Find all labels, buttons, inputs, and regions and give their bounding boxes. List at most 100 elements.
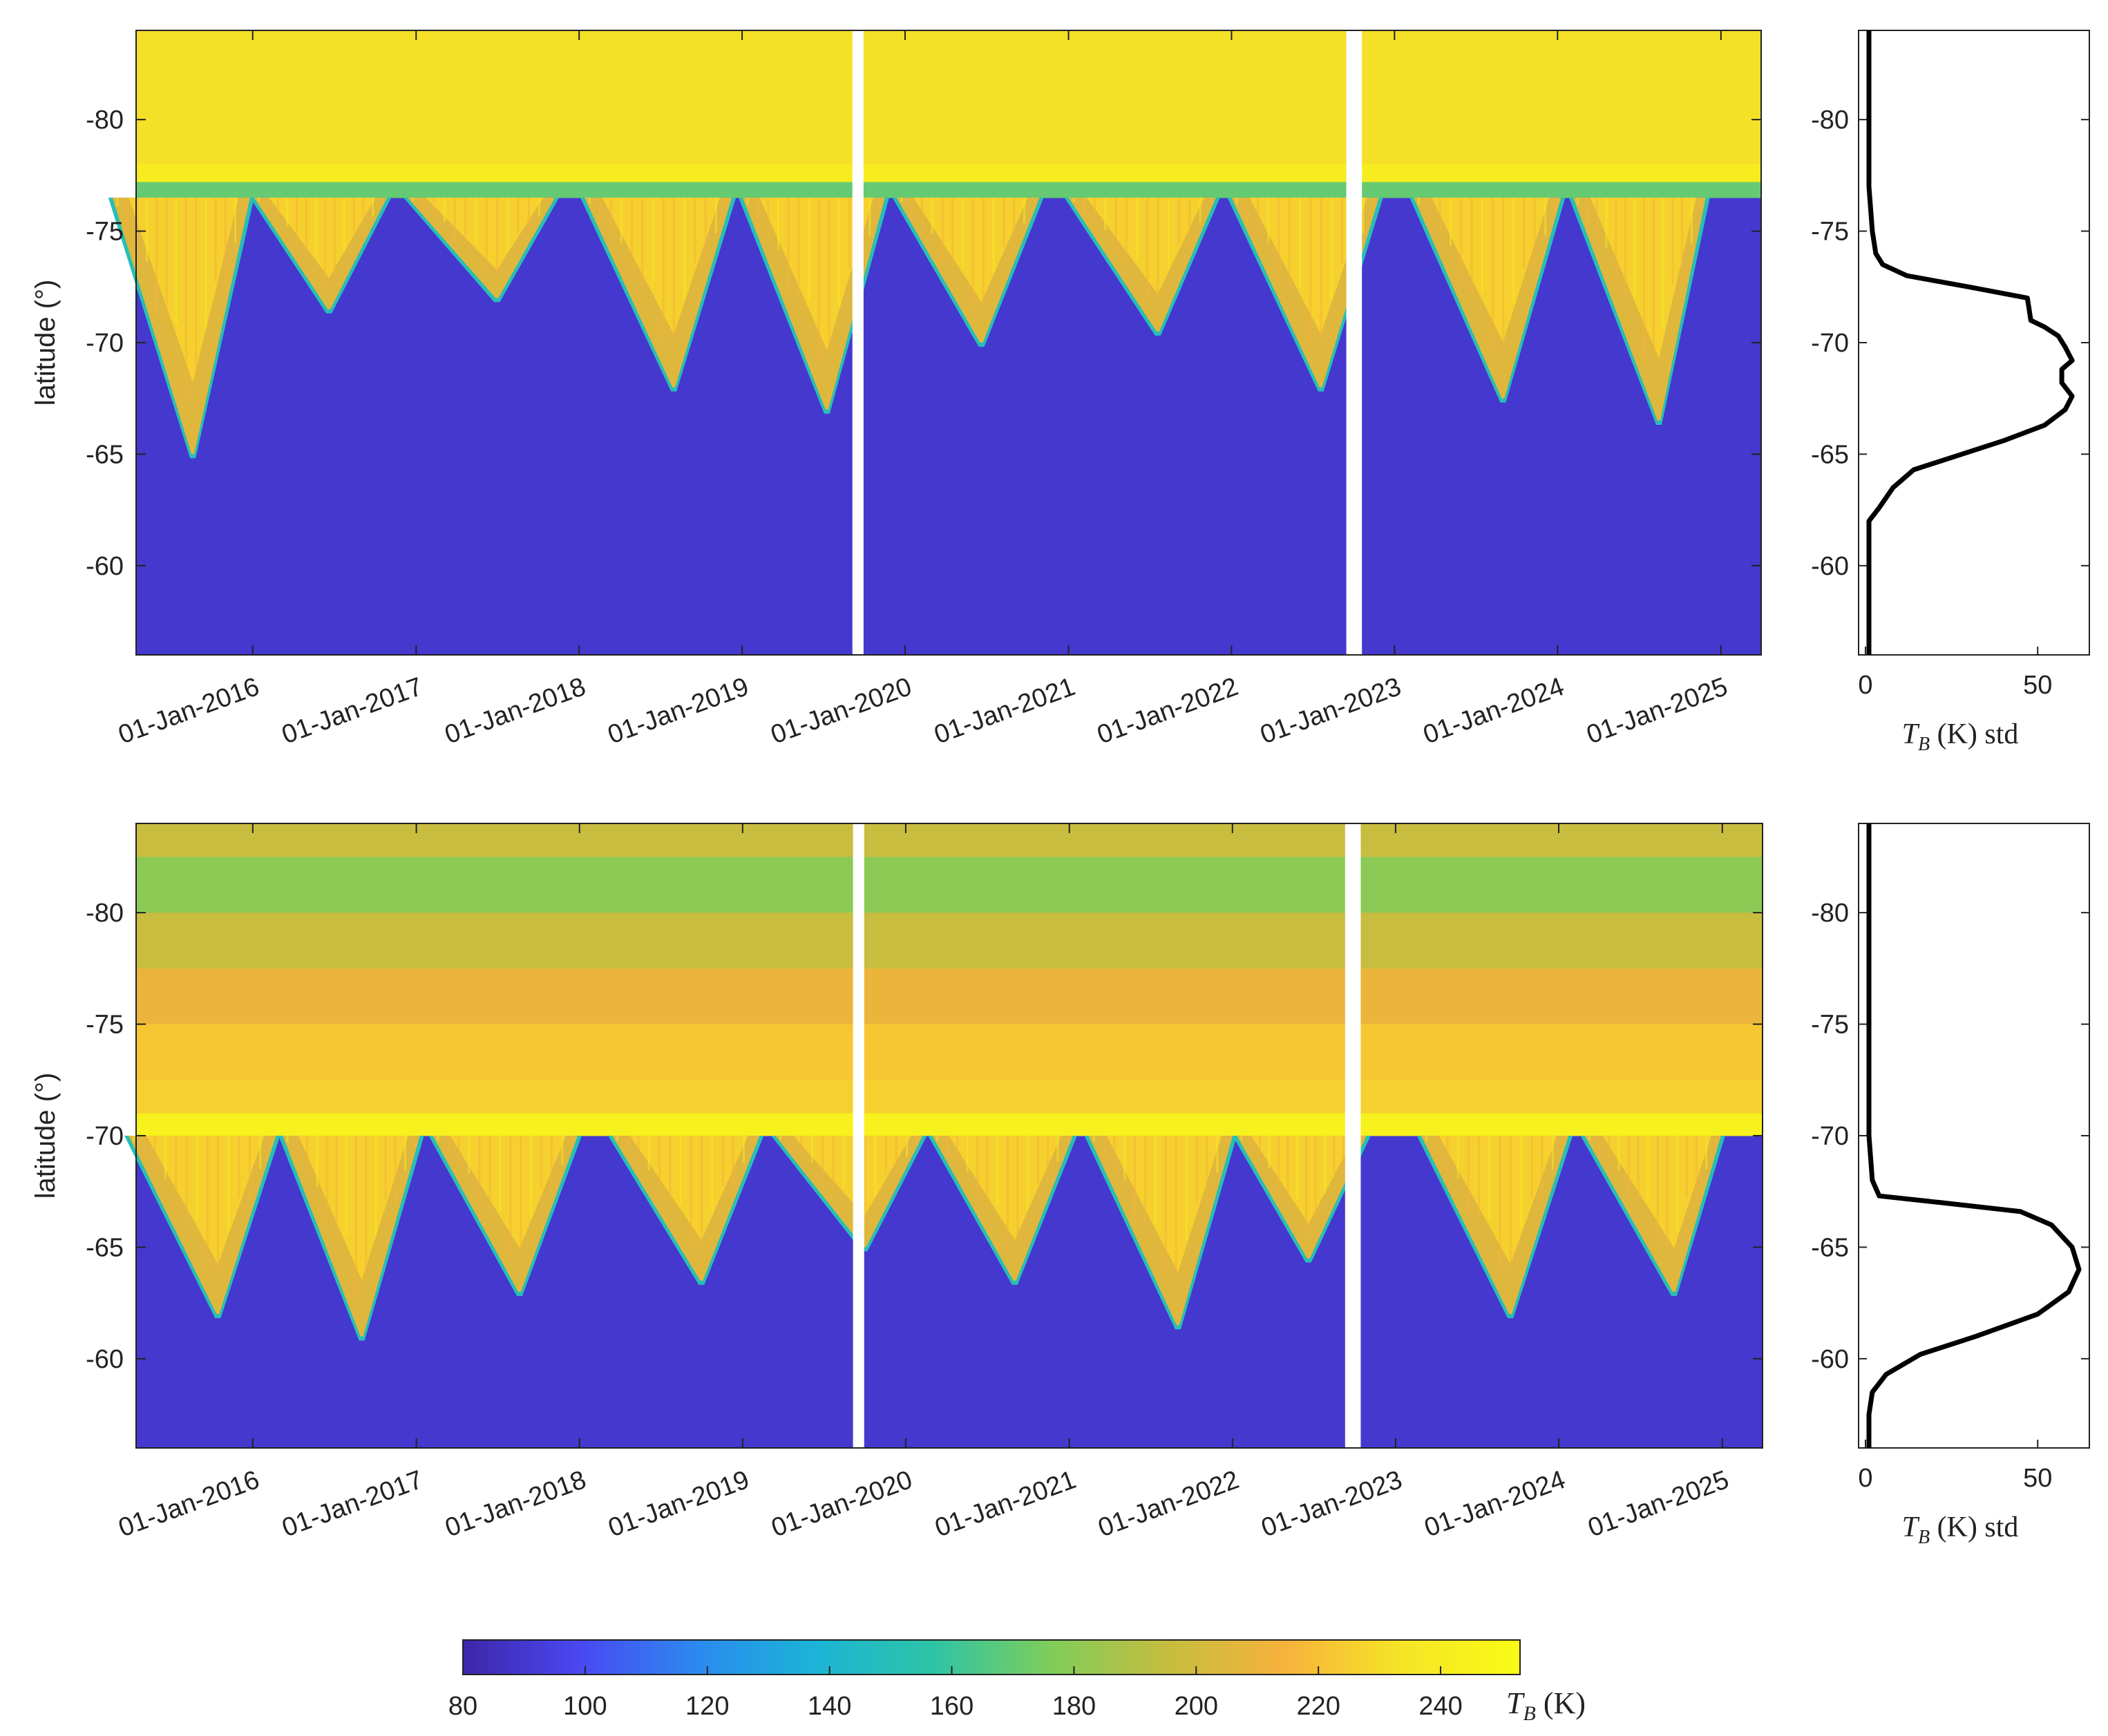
x-tick-label: 01-Jan-2017 <box>278 672 426 750</box>
heatmap-band <box>136 823 1763 857</box>
colorbar-tick-label: 100 <box>563 1692 607 1721</box>
profile-x-axis-label: TB (K) std <box>1902 1511 2019 1548</box>
profile-y-tick-label: -70 <box>1811 329 1849 358</box>
x-tick-label: 01-Jan-2021 <box>931 672 1079 750</box>
seasonal-wedge <box>428 1136 582 1296</box>
y-tick-label: -65 <box>86 1233 124 1262</box>
heatmap-band <box>136 1024 1763 1080</box>
seasonal-wedge <box>892 198 1044 347</box>
profile-y-tick-label: -60 <box>1811 552 1849 581</box>
profile-std-line <box>1866 30 2075 655</box>
y-tick-label: -65 <box>86 440 124 469</box>
x-tick-label: 01-Jan-2019 <box>605 1465 753 1543</box>
heatmap-band <box>136 164 1761 183</box>
y-tick-label: -80 <box>86 106 124 135</box>
profile-y-tick-label: -80 <box>1811 106 1849 135</box>
heatmap-band <box>136 182 1761 198</box>
seasonal-wedge <box>1232 1136 1371 1263</box>
x-tick-label: 01-Jan-2024 <box>1419 672 1568 750</box>
seasonal-wedge <box>124 1136 281 1319</box>
profile-x-tick-label: 0 <box>1858 671 1872 700</box>
seasonal-wedge <box>1580 1136 1725 1296</box>
x-tick-label: 01-Jan-2025 <box>1583 672 1731 750</box>
heatmap-band <box>136 913 1763 969</box>
profile-y-tick-label: -60 <box>1811 1345 1849 1374</box>
profile-x-axis-label: TB (K) std <box>1902 718 2019 755</box>
seasonal-wedge <box>108 198 254 459</box>
data-gap <box>853 823 864 1448</box>
wedge-core <box>1251 1136 1356 1224</box>
x-tick-label: 01-Jan-2018 <box>441 1465 590 1543</box>
profile-y-tick-label: -65 <box>1811 1233 1849 1262</box>
colorbar-tick-label: 120 <box>685 1692 729 1721</box>
profile-x-tick-label: 50 <box>2023 671 2052 700</box>
data-gap <box>1346 30 1362 655</box>
colorbar-tick-label: 160 <box>930 1692 974 1721</box>
x-tick-label: 01-Jan-2019 <box>604 672 752 750</box>
y-axis-label: latitude (°) <box>30 280 61 406</box>
colorbar-label: TB (K) <box>1506 1686 1586 1725</box>
colorbar-tick-label: 140 <box>808 1692 851 1721</box>
colorbar-tick-label: 80 <box>448 1692 477 1721</box>
x-tick-label: 01-Jan-2021 <box>931 1465 1080 1543</box>
colorbar-tick-label: 240 <box>1418 1692 1462 1721</box>
colorbar-gradient <box>462 1639 1521 1675</box>
profile-frame <box>1858 30 2090 656</box>
profile-y-tick-label: -80 <box>1811 899 1849 928</box>
profile-y-tick-label: -75 <box>1811 218 1849 247</box>
x-tick-label: 01-Jan-2017 <box>278 1465 427 1543</box>
seasonal-wedge <box>1568 198 1710 425</box>
data-gap <box>1345 823 1361 1448</box>
y-tick-label: -75 <box>86 1011 124 1040</box>
y-tick-label: -70 <box>86 329 124 358</box>
profile-y-tick-label: -65 <box>1811 440 1849 469</box>
y-axis-label: latitude (°) <box>30 1073 61 1199</box>
colorbar-tick-label: 200 <box>1175 1692 1218 1721</box>
seasonal-wedge <box>1064 198 1220 336</box>
seasonal-wedge <box>1227 198 1383 392</box>
y-tick-label: -70 <box>86 1122 124 1151</box>
seasonal-wedge <box>1409 198 1566 403</box>
heatmap-band <box>136 857 1763 913</box>
y-tick-label: -80 <box>86 899 124 928</box>
seasonal-wedge <box>278 1136 424 1341</box>
y-tick-label: -60 <box>86 552 124 581</box>
profile-frame <box>1858 823 2090 1449</box>
x-tick-label: 01-Jan-2022 <box>1094 672 1242 750</box>
x-tick-label: 01-Jan-2016 <box>115 672 263 750</box>
y-tick-label: -75 <box>86 218 124 247</box>
x-tick-label: 01-Jan-2022 <box>1094 1465 1243 1543</box>
profile-x-tick-label: 50 <box>2023 1464 2052 1493</box>
x-tick-label: 01-Jan-2016 <box>115 1465 263 1543</box>
wedge-core <box>269 198 376 278</box>
colorbar-tick-label: 180 <box>1052 1692 1096 1721</box>
profile-y-tick-label: -75 <box>1811 1011 1849 1040</box>
colorbar: 80 100 120 140 160 180 200 220 240 TB (K) <box>448 1639 1586 1725</box>
x-tick-label: 01-Jan-2023 <box>1257 672 1405 750</box>
heatmap-band <box>136 1080 1763 1114</box>
seasonal-wedge <box>738 198 889 414</box>
seasonal-wedge <box>403 198 560 303</box>
x-tick-label: 01-Jan-2018 <box>441 672 589 750</box>
seasonal-wedge <box>249 198 392 314</box>
x-tick-label: 01-Jan-2024 <box>1421 1465 1569 1543</box>
profile-y-tick-label: -70 <box>1811 1122 1849 1151</box>
seasonal-wedge <box>580 198 737 392</box>
heatmap-band <box>136 968 1763 1025</box>
profile-std-line <box>1866 823 2082 1448</box>
data-gap <box>852 30 864 655</box>
x-tick-label: 01-Jan-2025 <box>1584 1465 1733 1543</box>
y-tick-label: -60 <box>86 1345 124 1374</box>
colorbar-tick-label: 220 <box>1296 1692 1340 1721</box>
seasonal-wedge <box>1416 1136 1573 1319</box>
heatmap-band <box>136 30 1761 165</box>
x-tick-label: 01-Jan-2023 <box>1257 1465 1406 1543</box>
seasonal-wedge <box>928 1136 1077 1285</box>
x-tick-label: 01-Jan-2020 <box>768 1465 916 1543</box>
profile-x-tick-label: 0 <box>1858 1464 1872 1493</box>
seasonal-wedge <box>1084 1136 1237 1330</box>
seasonal-wedge <box>771 1136 927 1252</box>
